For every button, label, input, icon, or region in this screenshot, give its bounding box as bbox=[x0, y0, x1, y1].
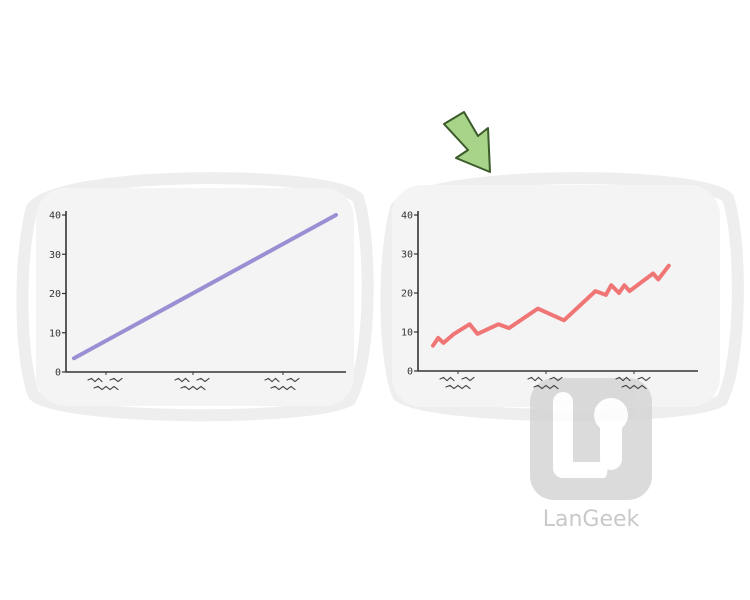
down-right-arrow-icon bbox=[443, 111, 491, 173]
squiggle-stroke bbox=[109, 377, 123, 383]
squiggle-stroke bbox=[264, 377, 280, 383]
squiggle-stroke bbox=[286, 377, 300, 383]
x-tick-squiggle bbox=[87, 377, 123, 391]
y-tick-label: 30 bbox=[401, 250, 413, 261]
squiggle-stroke bbox=[527, 376, 543, 382]
series-line bbox=[72, 213, 338, 361]
y-tick-label: 20 bbox=[49, 289, 61, 300]
series-line bbox=[431, 263, 671, 348]
x-tick-squiggle bbox=[174, 377, 210, 391]
right-chart: 0 10 20 30 40 bbox=[401, 211, 698, 390]
y-tick-label: 0 bbox=[55, 368, 61, 379]
x-tick-squiggle bbox=[527, 376, 563, 390]
squiggle-stroke bbox=[180, 385, 206, 391]
y-tick-label: 30 bbox=[49, 250, 61, 261]
y-tick-label: 10 bbox=[401, 328, 413, 339]
squiggle-stroke bbox=[533, 384, 559, 390]
langeek-logo-icon bbox=[530, 378, 652, 500]
squiggle-stroke bbox=[439, 376, 455, 382]
right-chart-card bbox=[380, 172, 744, 422]
squiggle-stroke bbox=[637, 376, 651, 382]
left-chart: 0 10 20 30 40 bbox=[49, 211, 346, 391]
squiggle-stroke bbox=[174, 377, 190, 383]
x-tick-squiggle bbox=[264, 377, 300, 391]
squiggle-stroke bbox=[461, 376, 475, 382]
left-card-halo bbox=[16, 172, 374, 422]
watermark: LanGeek bbox=[530, 378, 652, 532]
squiggle-stroke bbox=[93, 385, 119, 391]
squiggle-stroke bbox=[270, 385, 296, 391]
right-card-panel bbox=[392, 185, 720, 407]
y-tick-label: 10 bbox=[49, 328, 61, 339]
watermark-text: LanGeek bbox=[543, 507, 640, 532]
y-tick-label: 0 bbox=[407, 367, 413, 378]
left-card-panel bbox=[36, 188, 354, 406]
squiggle-stroke bbox=[621, 384, 647, 390]
squiggle-stroke bbox=[549, 376, 563, 382]
squiggle-stroke bbox=[615, 376, 631, 382]
x-tick-squiggle bbox=[439, 376, 475, 390]
squiggle-stroke bbox=[196, 377, 210, 383]
y-tick-label: 40 bbox=[401, 211, 413, 222]
squiggle-stroke bbox=[87, 377, 103, 383]
x-tick-squiggle bbox=[615, 376, 651, 390]
y-tick-label: 40 bbox=[49, 211, 61, 222]
left-chart-card bbox=[16, 172, 374, 422]
charts-layer: 0 10 20 30 40 0 10 20 30 40 bbox=[49, 211, 698, 391]
y-tick-label: 20 bbox=[401, 289, 413, 300]
squiggle-stroke bbox=[445, 384, 471, 390]
